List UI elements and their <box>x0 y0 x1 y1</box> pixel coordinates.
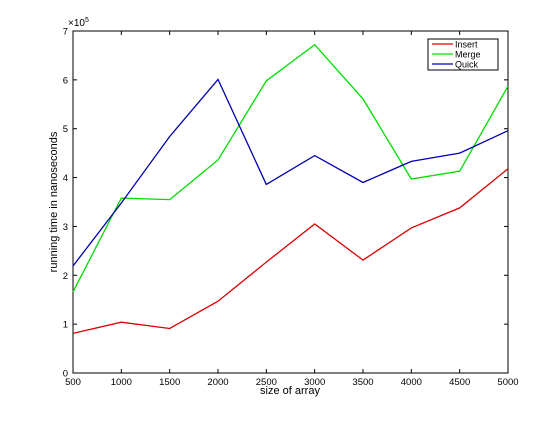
axis-ticks <box>72 30 509 374</box>
y-tick-label: 2 <box>63 271 68 282</box>
legend: Insert Merge Quick <box>427 38 499 71</box>
x-tick-label: 2000 <box>207 377 228 388</box>
legend-label-quick: Quick <box>455 60 479 70</box>
x-tick-label: 1000 <box>111 377 132 388</box>
x-tick-label: 4000 <box>401 377 422 388</box>
y-tick-label: 4 <box>63 173 68 184</box>
x-tick-label: 3000 <box>304 377 325 388</box>
series-lines <box>72 43 509 335</box>
y-tick-label: 5 <box>63 124 68 135</box>
y-tick-label: 6 <box>63 75 68 86</box>
y-tick-label: 0 <box>63 369 68 380</box>
series-line-merge <box>72 43 509 293</box>
y-tick-label: 3 <box>63 222 68 233</box>
x-tick-label: 1500 <box>159 377 180 388</box>
y-tick-label: 7 <box>63 27 68 38</box>
legend-label-merge: Merge <box>455 50 481 60</box>
legend-label-insert: Insert <box>455 40 478 50</box>
y-axis-label: running time in nanoseconds <box>48 131 60 272</box>
y-multiplier: ×105 <box>68 17 89 29</box>
x-tick-label: 5000 <box>497 377 518 388</box>
series-line-insert <box>72 168 509 335</box>
x-tick-label: 3500 <box>352 377 373 388</box>
x-axis-label: size of array <box>260 385 320 397</box>
y-tick-label: 1 <box>63 320 68 331</box>
tick-labels: 500 1000 1500 2000 2500 3000 3500 4000 4500 5000 0… <box>63 27 519 389</box>
x-tick-label: 500 <box>65 377 81 388</box>
x-tick-label: 2500 <box>256 377 277 388</box>
plot-area <box>72 30 509 374</box>
x-tick-label: 4500 <box>449 377 470 388</box>
y-multiplier-exponent: 5 <box>85 17 89 24</box>
series-line-quick <box>72 78 509 267</box>
